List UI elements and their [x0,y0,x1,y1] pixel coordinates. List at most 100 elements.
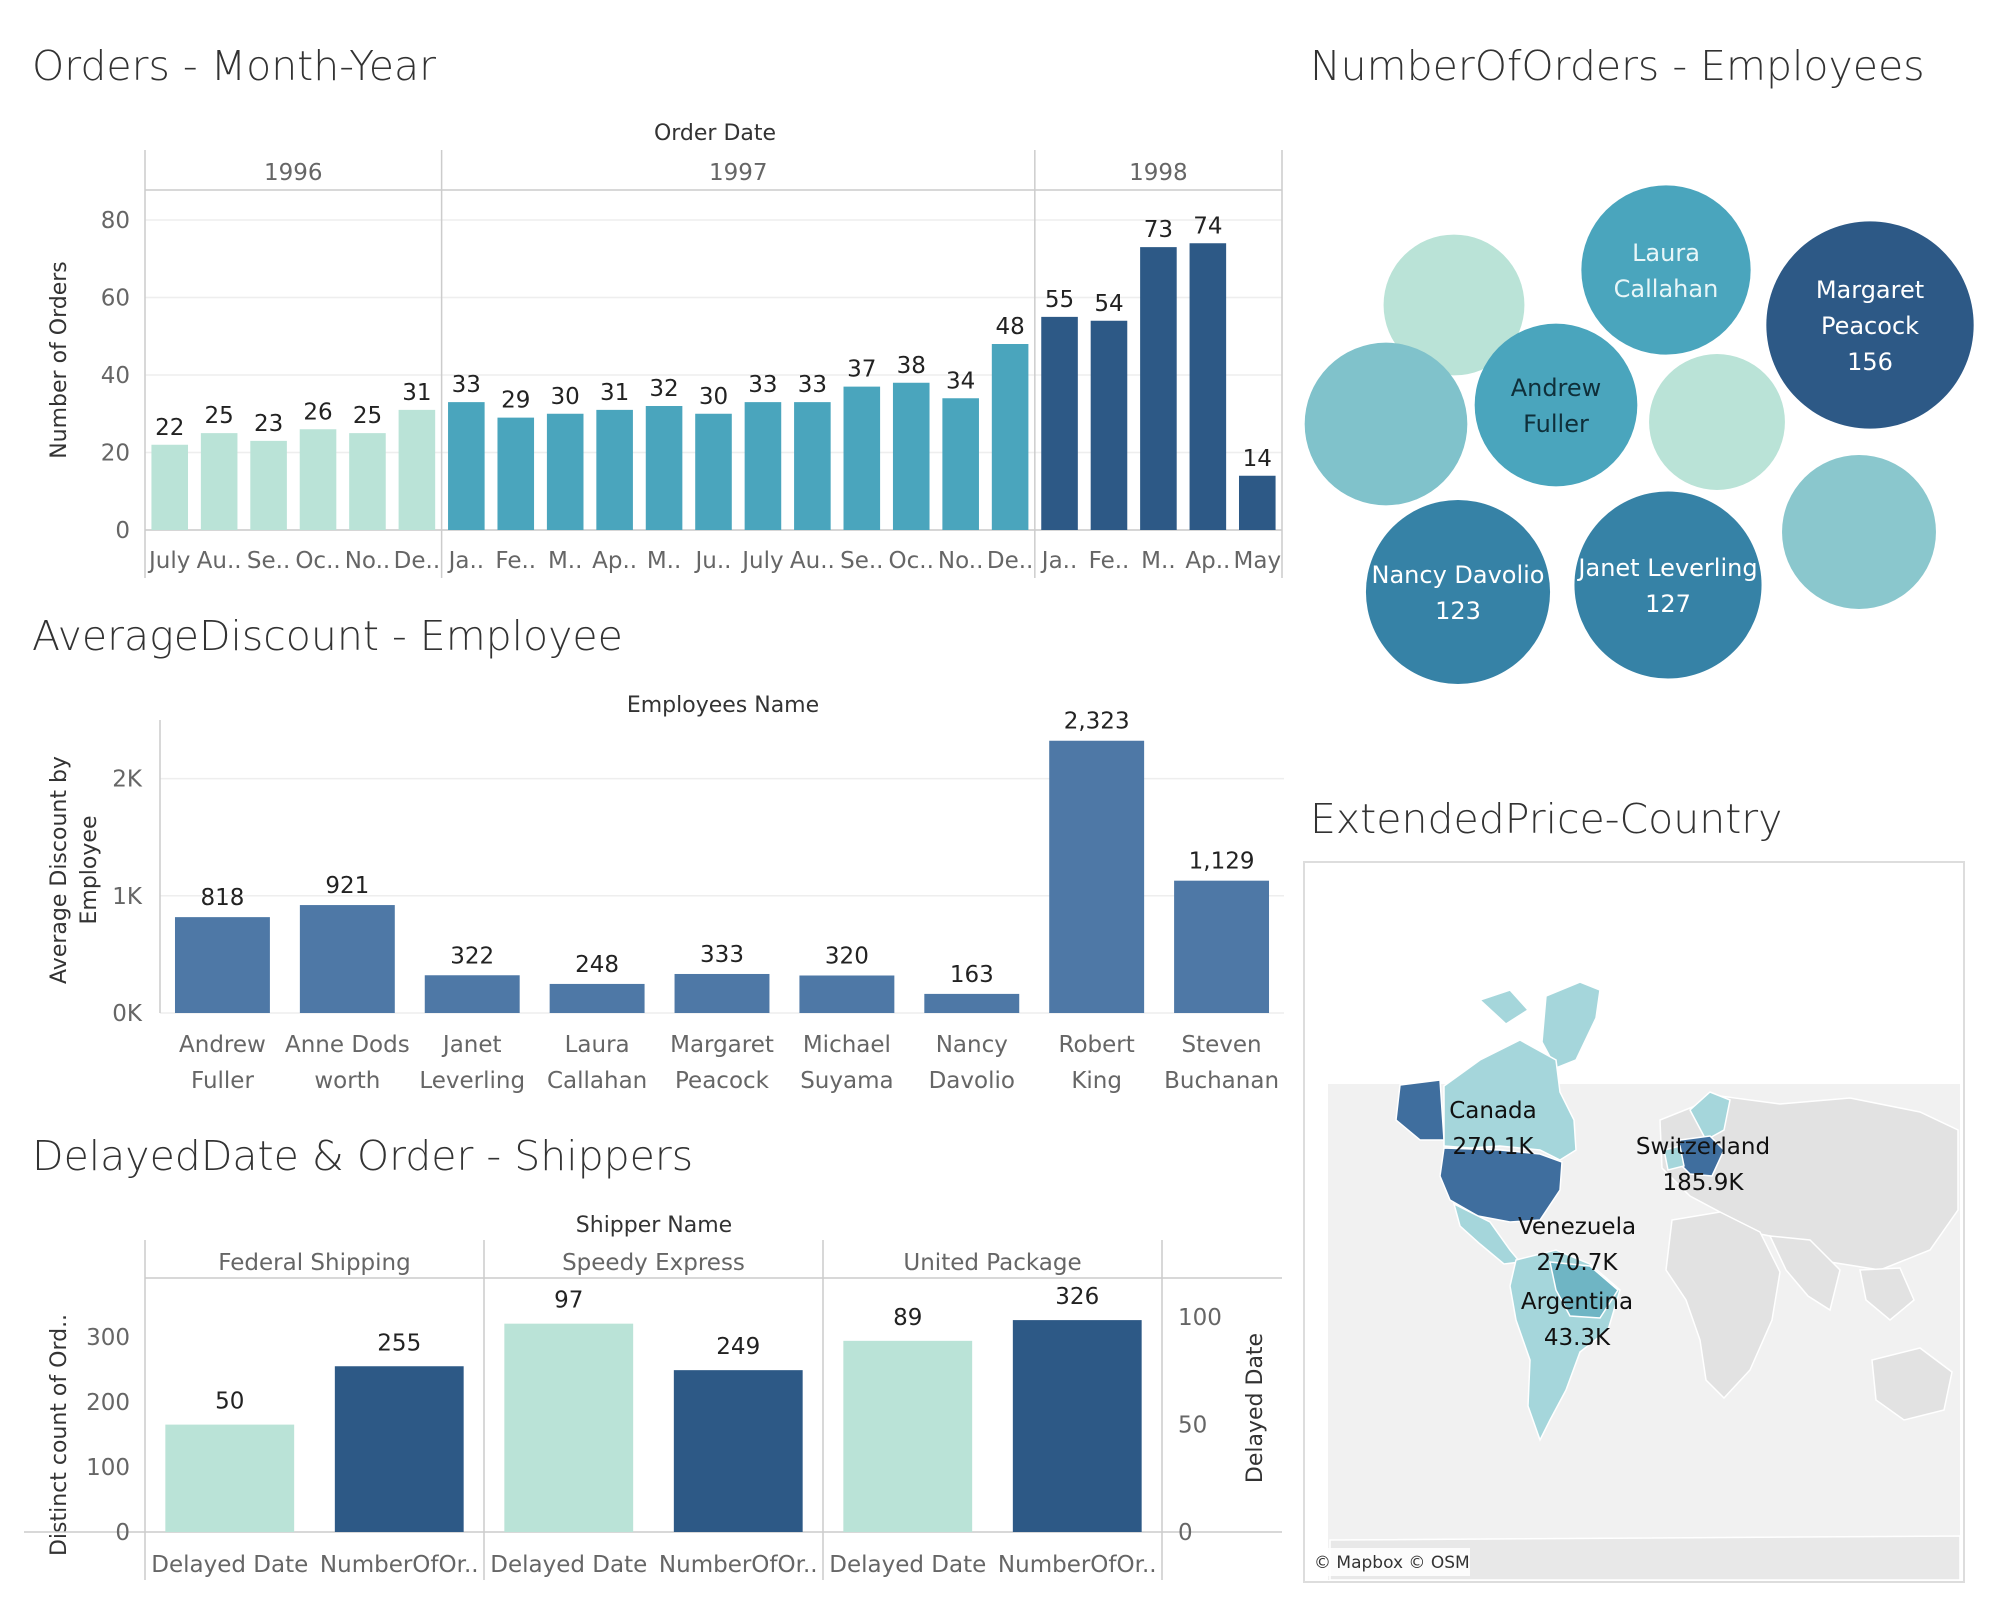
map-land-other [1329,981,1961,1581]
discount-bar[interactable] [549,983,645,1013]
orders-y-tick: 20 [101,441,130,467]
discount-y-tick: 2K [112,767,143,793]
discount-bar[interactable] [174,917,270,1013]
orders-x-tick: Fe.. [1089,548,1130,574]
discount-bar[interactable] [1174,880,1270,1013]
orders-x-tick: Fe.. [495,548,536,574]
orders-bar[interactable] [596,409,633,530]
orders-y-tick: 80 [101,208,130,234]
discount-x-tick: Steven [1182,1032,1262,1058]
orders-bar[interactable] [299,429,337,530]
orders-bar[interactable] [695,413,732,530]
orders-bar[interactable] [1238,475,1276,530]
orders-x-tick: No.. [345,548,391,574]
map-canada[interactable] [1443,1039,1577,1161]
orders-bar[interactable] [892,382,930,530]
discount-bar[interactable] [924,993,1020,1013]
orders-bar[interactable] [1041,316,1078,530]
discount-x-tick: Anne Dods [285,1032,410,1058]
map-country-label: Argentina [1521,1289,1633,1315]
orders-bar-label: 55 [1045,287,1074,313]
employee-bubble[interactable] [1365,499,1551,685]
bubble-name-label: Janet Leverling [1576,554,1757,582]
map-brazil [1549,1261,1619,1319]
orders-x-tick: Oc.. [889,548,934,574]
orders-bar[interactable] [645,406,683,530]
orders-x-tick: July [147,548,190,574]
orders-bar[interactable] [250,440,287,530]
orders-bar[interactable] [448,402,485,530]
bubble-value-label: 156 [1847,348,1893,376]
employee-bubble[interactable] [1383,234,1525,376]
orders-x-tick: May [1234,548,1282,574]
employee-bubble[interactable] [1649,354,1785,490]
shippers-y-right-tick: 50 [1178,1413,1207,1439]
shippers-bar[interactable] [334,1366,464,1532]
orders-bar-label: 33 [452,372,481,398]
employee-bubble[interactable] [1766,221,1974,429]
orders-bar-label: 23 [254,411,283,437]
bubble-name-label: Laura [1632,239,1700,267]
employee-bubble[interactable] [1581,185,1751,355]
bubble-name-label: Margaret [1816,276,1924,304]
orders-bar[interactable] [398,409,436,530]
orders-bar-label: 31 [402,380,431,406]
employee-bubble[interactable] [1474,323,1638,487]
shippers-bar-label: 326 [1055,1284,1099,1310]
world-map[interactable]: Canada 270.1K Switzerland 185.9K Venezuela 27… [1303,861,1965,1583]
orders-bar[interactable] [1140,247,1177,530]
orders-x-tick: Ja.. [447,548,485,574]
orders-bar[interactable] [942,398,979,530]
orders-bar[interactable] [744,402,782,530]
shippers-bar-label: 89 [893,1305,922,1331]
shippers-measure-label: Delayed Date [829,1552,986,1578]
map-value-label: 270.1K [1453,1134,1535,1160]
discount-x-tick: Margaret [670,1032,774,1058]
map-labels: Canada 270.1K Switzerland 185.9K Venezuela 27… [1449,1098,1770,1351]
discount-x-tick: Laura [565,1032,630,1058]
discount-bar[interactable] [1049,740,1145,1013]
shippers-panel-header: United Package [903,1250,1081,1276]
orders-x-tick: Se.. [840,548,883,574]
employee-bubble[interactable] [1782,455,1936,609]
discount-x-tick: Andrew [179,1032,266,1058]
orders-bar[interactable] [1090,320,1128,530]
employee-bubble[interactable] [1304,342,1468,506]
orders-x-tick: M.. [647,548,681,574]
orders-bar[interactable] [991,344,1029,530]
discount-bar[interactable] [424,975,520,1013]
orders-bar-label: 25 [353,403,382,429]
map-usa[interactable] [1439,1147,1563,1223]
orders-bar[interactable] [151,444,189,530]
discount-x-tick: Robert [1059,1032,1135,1058]
orders-bar[interactable] [200,433,238,530]
discount-bar-label: 322 [450,943,494,969]
discount-bar[interactable] [799,975,895,1013]
orders-bar-label: 33 [748,372,777,398]
orders-bar[interactable] [843,386,881,530]
discount-bar[interactable] [299,905,395,1013]
orders-bar[interactable] [497,417,535,530]
shippers-bar[interactable] [1012,1320,1142,1532]
shippers-x-header: Shipper Name [576,1213,732,1238]
shippers-bar[interactable] [504,1323,634,1532]
shippers-y-left-tick: 200 [86,1390,130,1416]
map-value-label: 185.9K [1663,1170,1745,1196]
orders-bar[interactable] [546,413,584,530]
orders-x-tick: July [740,548,783,574]
discount-bar[interactable] [674,973,770,1013]
employee-bubble[interactable] [1574,491,1762,679]
orders-bar-label: 30 [699,384,728,410]
orders-bar[interactable] [1189,243,1227,530]
discount-bar-label: 2,323 [1064,709,1130,735]
map-country-label: Venezuela [1518,1214,1636,1240]
orders-bar[interactable] [349,433,386,530]
shippers-bar[interactable] [673,1370,803,1532]
shippers-bar[interactable] [843,1340,973,1532]
discount-x-tick: Fuller [191,1068,254,1094]
orders-bar[interactable] [794,402,831,530]
orders-chart-title: Orders - Month-Year [32,42,436,90]
shippers-bar[interactable] [165,1424,295,1532]
discount-x-tick: worth [314,1068,380,1094]
bubble-chart-title: NumberOfOrders - Employees [1310,42,1925,90]
